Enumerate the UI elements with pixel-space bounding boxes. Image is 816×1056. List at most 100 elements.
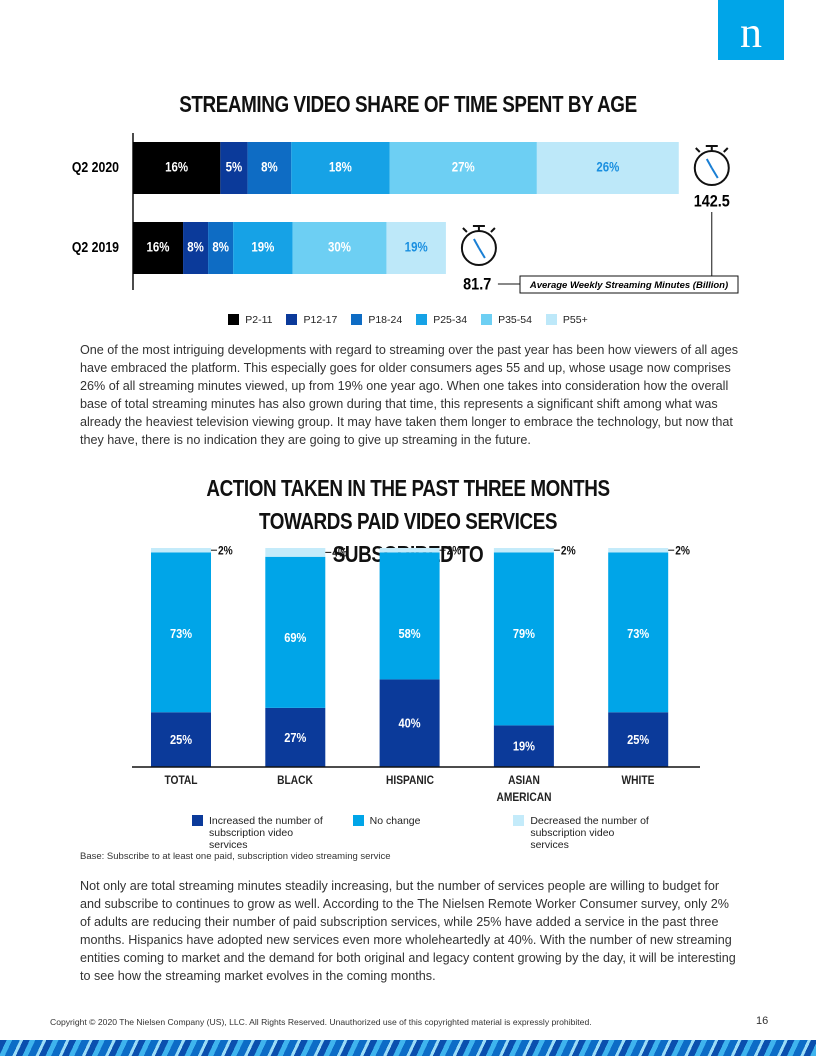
legend-swatch (192, 815, 203, 826)
data-label: 58% (399, 626, 421, 641)
bar-segment (386, 222, 446, 274)
data-label: 19% (251, 239, 275, 255)
x-tick-label: WHITE (621, 773, 655, 787)
legend-item: P12-17 (286, 314, 337, 326)
bar-segment (608, 548, 669, 553)
bar-segment (493, 548, 554, 553)
data-label: 16% (147, 239, 171, 255)
bar-segment (379, 548, 440, 553)
data-label: 25% (627, 732, 649, 747)
stopwatch-icon (695, 147, 701, 153)
data-label: 4% (332, 547, 347, 560)
bar-segment (151, 712, 211, 767)
legend-swatch (228, 314, 240, 325)
data-label: 19% (513, 739, 535, 754)
legend-item: P2-11 (228, 314, 272, 326)
chart-title: STREAMING VIDEO SHARE OF TIME SPENT BY A… (179, 91, 637, 117)
x-tick-label: ASIAN AMERICAN (496, 773, 552, 804)
stopwatch-icon (723, 147, 729, 153)
data-label: 79% (513, 626, 535, 641)
bar-segment (220, 142, 248, 194)
bar-segment (608, 552, 669, 713)
total-label: 142.5 (694, 192, 730, 210)
legend: Increased the number of subscription vid… (192, 815, 652, 851)
data-label: 2% (218, 545, 233, 558)
legend-swatch (545, 314, 557, 325)
x-tick-label: BLACK (277, 773, 314, 787)
legend-label: P12-17 (303, 314, 338, 326)
legend-swatch (513, 815, 525, 826)
legend-label: P55+ (562, 314, 588, 326)
logo: n (718, 0, 784, 60)
legend-label: Decreased the number of subscription vid… (530, 815, 649, 851)
bar-segment (291, 142, 390, 194)
y-tick-label: Q2 2020 (72, 159, 119, 175)
legend-swatch (351, 314, 363, 325)
bar-segment (208, 222, 234, 274)
bar-segment (233, 222, 293, 274)
legend-swatch (416, 314, 428, 325)
data-label: 73% (627, 626, 649, 641)
bar-segment (493, 725, 554, 767)
data-label: 8% (187, 239, 204, 255)
legend-label: P18-24 (368, 314, 403, 326)
legend-item: Decreased the number of subscription vid… (513, 815, 652, 851)
legend-label: No change (369, 815, 421, 827)
stopwatch-hand (478, 247, 486, 259)
total-label: 81.7 (463, 275, 491, 293)
bar-segment (133, 222, 184, 274)
bar-segment (247, 142, 292, 194)
legend-item: P18-24 (351, 314, 402, 326)
chart-title: ACTION TAKEN IN THE PAST THREE MONTHS TO… (206, 475, 610, 567)
bar-segment (292, 222, 387, 274)
data-label: 19% (405, 239, 429, 255)
data-label: 2% (675, 545, 690, 558)
paragraph: Not only are total streaming minutes ste… (80, 879, 736, 983)
footer: Copyright © 2020 The Nielsen Company (US… (50, 1017, 592, 1027)
bar-segment (379, 552, 440, 680)
bar-segment (133, 142, 221, 194)
annotation: Average Weekly Streaming Minutes (Billio… (529, 280, 728, 291)
data-label: 26% (596, 159, 620, 175)
paragraph: One of the most intriguing developments … (80, 343, 739, 447)
y-tick-label: Q2 2019 (72, 239, 119, 255)
bar-segment (265, 548, 326, 557)
data-label: 18% (329, 159, 353, 175)
data-label: 16% (165, 159, 189, 175)
legend-swatch (286, 314, 298, 325)
legend-label: Increased the number of subscription vid… (209, 815, 323, 851)
data-label: 73% (170, 626, 192, 641)
data-label: 2% (447, 545, 462, 558)
data-label: 5% (226, 159, 243, 175)
x-tick-label: TOTAL (164, 773, 198, 787)
stopwatch-hand (705, 158, 713, 169)
stopwatch-icon (462, 227, 468, 233)
bar-segment (389, 142, 537, 194)
bar-segment (536, 142, 679, 194)
bar-segment (379, 679, 440, 767)
bar-segment (265, 707, 326, 767)
data-label: 8% (212, 239, 229, 255)
page-number: 16 (756, 1015, 769, 1027)
legend-label: P2-11 (245, 314, 273, 326)
legend-label: P35-54 (498, 314, 532, 326)
legend-item: P25-34 (416, 314, 467, 326)
bar-segment (265, 556, 326, 708)
data-label: 8% (261, 159, 278, 175)
data-label: 30% (328, 239, 352, 255)
legend-item: Increased the number of subscription vid… (192, 815, 331, 851)
stopwatch-icon (490, 227, 496, 233)
decorative-strip (0, 1040, 816, 1056)
data-label: 27% (452, 159, 476, 175)
stopwatch-hand (710, 167, 719, 179)
base-note: Base: Subscribe to at least one paid, su… (80, 851, 391, 862)
legend-swatch (481, 314, 493, 325)
legend: P2-11 P12-17 P18-24 P25-34 P35-54 P55+ (150, 314, 666, 326)
legend-item: No change (352, 815, 492, 827)
x-tick-label: HISPANIC (385, 773, 434, 787)
legend-item: P35-54 (481, 314, 532, 326)
bar-segment (183, 222, 209, 274)
legend-label: P25-34 (433, 314, 468, 326)
